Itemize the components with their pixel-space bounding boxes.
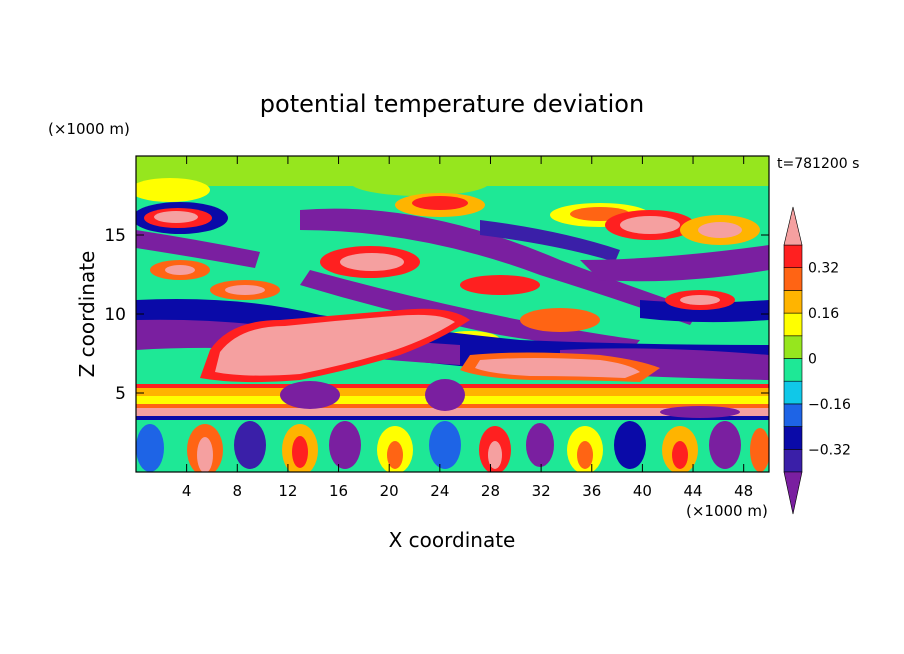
colorbar-label: −0.16 [808,397,851,413]
z-axis: 5 10 15 [104,226,769,404]
x-unit-label: (×1000 m) [686,502,768,520]
colorbar-max-arrow [783,206,803,246]
x-tick-label: 28 [481,482,500,500]
chart-title: potential temperature deviation [260,90,644,118]
colorbar-swatch [783,448,803,473]
colorbar: 0.32 0.16 0 −0.16 −0.32 [783,206,851,515]
colorbar-swatch [783,267,803,291]
z-axis-label: Z coordinate [75,251,99,378]
colorbar-label: 0 [808,352,817,368]
x-tick-label: 32 [532,482,551,500]
colorbar-label: 0.16 [808,306,839,322]
x-tick-label: 12 [278,482,297,500]
colorbar-swatch [783,380,803,405]
colorbar-swatch [783,312,803,337]
colorbar-swatch [783,244,803,269]
x-tick-label: 48 [734,482,753,500]
z-unit-label: (×1000 m) [48,120,130,138]
x-axis: 4 8 12 16 20 24 28 32 36 40 44 48 [182,156,753,500]
colorbar-label: −0.32 [808,442,851,458]
z-tick-label: 5 [115,384,126,404]
z-tick-label: 15 [104,226,126,246]
x-tick-label: 4 [182,482,192,500]
x-tick-label: 20 [380,482,399,500]
x-tick-label: 40 [633,482,652,500]
colorbar-swatch [783,403,803,427]
time-label: t=781200 s [777,156,859,172]
x-axis-label: X coordinate [389,528,516,552]
colorbar-swatch [783,290,803,314]
contour-field [136,156,769,472]
x-tick-label: 24 [430,482,449,500]
x-tick-label: 8 [233,482,243,500]
x-tick-label: 44 [683,482,702,500]
colorbar-label: 0.32 [808,261,839,277]
z-tick-label: 10 [104,305,126,325]
x-tick-label: 36 [582,482,601,500]
colorbar-min-arrow [783,471,803,515]
colorbar-swatch [783,358,803,382]
x-tick-label: 16 [329,482,348,500]
colorbar-swatch [783,335,803,359]
colorbar-swatch [783,426,803,450]
